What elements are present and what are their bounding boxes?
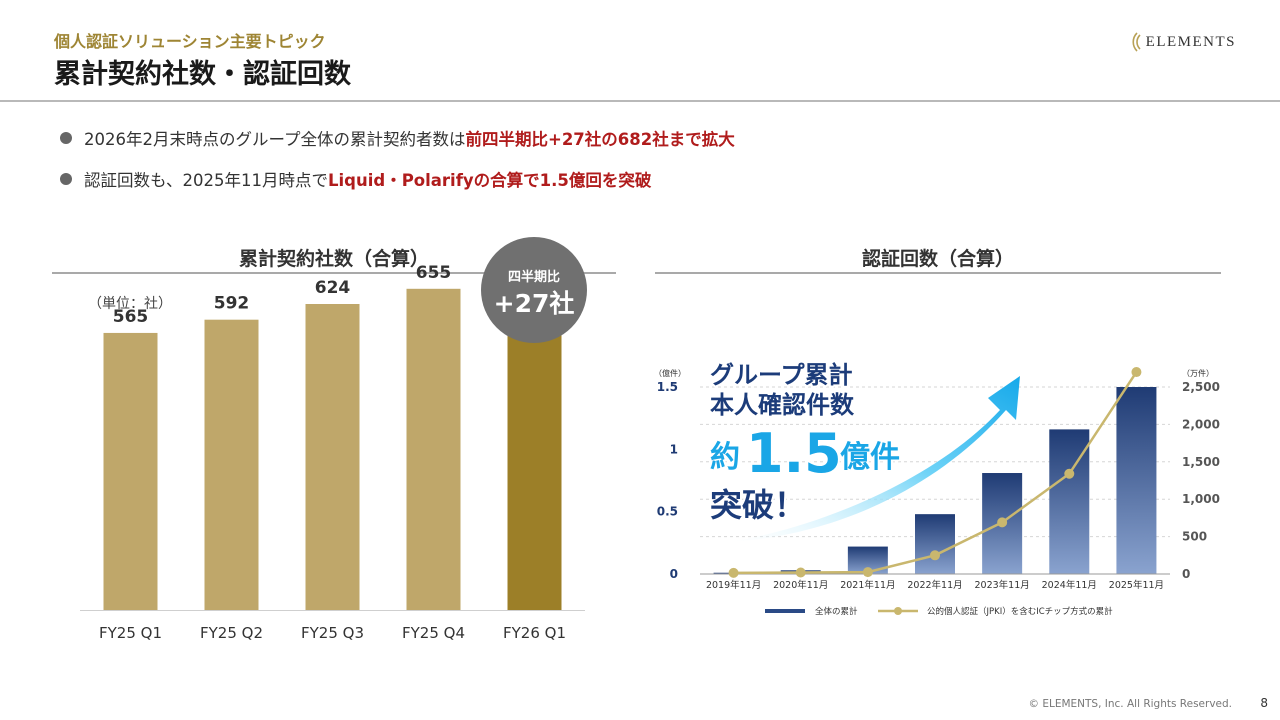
- bullet-highlight: 前四半期比+27社の682社まで拡大: [465, 130, 735, 149]
- badge-value: +27社: [493, 289, 575, 318]
- y-left-tick-label: 0: [670, 567, 678, 581]
- header-divider: [0, 100, 1280, 102]
- jpki-point: [795, 567, 806, 578]
- y-left-tick-label: 0.5: [657, 505, 678, 519]
- header-subtitle: 個人認証ソリューション主要トピック: [54, 32, 326, 51]
- right-section-title: 認証回数（合算）: [861, 248, 1014, 270]
- bar-value-label: 592: [214, 294, 250, 314]
- legend-label-line: 公的個人認証（JPKI）を含むICチップ方式の累計: [927, 606, 1113, 617]
- badge-label: 四半期比: [507, 270, 560, 285]
- legend-marker-line: [894, 607, 902, 615]
- bullet-text: 2026年2月末時点のグループ全体の累計契約者数は: [84, 130, 466, 149]
- bullet-highlight: Liquid・Polarifyの合算で1.5億回を突破: [328, 171, 652, 190]
- chart-legend: 全体の累計 公的個人認証（JPKI）を含むICチップ方式の累計: [765, 606, 1113, 617]
- y-left-tick-label: 1.5: [657, 380, 678, 394]
- bullet-list: 2026年2月末時点のグループ全体の累計契約者数は 前四半期比+27社の682社…: [60, 127, 735, 209]
- quarter-growth-badge: 四半期比 +27社: [481, 237, 587, 343]
- bar-value-label: 565: [113, 307, 149, 327]
- annotation-suffix: 億件: [840, 440, 900, 475]
- jpki-point: [862, 567, 873, 578]
- y-right-tick-label: 1,000: [1182, 492, 1220, 506]
- bullet-dot-icon: [60, 173, 72, 185]
- copyright: © ELEMENTS, Inc. All Rights Reserved.: [1028, 698, 1232, 710]
- jpki-point: [1064, 468, 1075, 479]
- y-right-unit: （万件）: [1182, 368, 1214, 378]
- y-left-unit: （億件）: [654, 368, 686, 378]
- annotation-line2: 本人確認件数: [710, 391, 855, 419]
- bar-value-label: 655: [416, 263, 452, 283]
- x-tick-label: 2023年11月: [975, 579, 1030, 591]
- x-tick-label: 2024年11月: [1042, 579, 1097, 591]
- contracts-bar-chart: 565 FY25 Q1 592 FY25 Q2 624 FY25 Q3 655 FY25 Q4…: [80, 246, 585, 642]
- annotation-line1: グループ累計: [710, 361, 853, 389]
- bar-value-label: 624: [315, 278, 351, 298]
- y-right-tick-label: 0: [1182, 567, 1190, 581]
- logo-mark-icon: [1132, 32, 1141, 52]
- left-section-title: 累計契約社数（合算）: [238, 248, 429, 270]
- auth-bar: [915, 514, 955, 574]
- jpki-point: [1131, 367, 1142, 378]
- x-tick-label: 2019年11月: [706, 579, 761, 591]
- y-left-tick-label: 1: [670, 442, 678, 456]
- bullet-text: 認証回数も、2025年11月時点で: [84, 171, 328, 190]
- page-title: 累計契約社数・認証回数: [54, 59, 351, 90]
- x-tick-label: 2020年11月: [773, 579, 828, 591]
- x-tick-label: 2022年11月: [907, 579, 962, 591]
- x-tick-label: FY25 Q1: [99, 624, 162, 642]
- bar-fy25-q4: [406, 288, 461, 610]
- x-tick-label: FY25 Q3: [301, 624, 364, 642]
- right-section-divider: [655, 272, 1221, 274]
- logo-text: ELEMENTS: [1145, 33, 1236, 50]
- x-tick-label: FY25 Q2: [200, 624, 263, 642]
- jpki-point: [997, 517, 1008, 528]
- bar-fy25-q2: [204, 319, 259, 610]
- jpki-point: [728, 567, 739, 578]
- annotation-number: 1.5: [746, 422, 842, 485]
- y-right-tick-label: 2,000: [1182, 417, 1220, 431]
- unit-label: （単位：社）: [88, 296, 172, 312]
- x-tick-label: FY25 Q4: [402, 624, 465, 642]
- bar-fy25-q1: [103, 332, 158, 610]
- bullet-item: 認証回数も、2025年11月時点で Liquid・Polarifyの合算で1.5…: [60, 168, 735, 190]
- jpki-point: [930, 550, 940, 561]
- auth-count-chart: 0 500 1,000 1,500 2,000 2,500 0 0.5 1 1.5 （億件） （万件）…: [654, 359, 1220, 617]
- page-number: 8: [1260, 696, 1268, 710]
- y-right-tick-label: 1,500: [1182, 455, 1220, 469]
- x-tick-label: 2025年11月: [1109, 579, 1164, 591]
- x-tick-label: 2021年11月: [840, 579, 895, 591]
- auth-bar: [1116, 387, 1157, 574]
- legend-label-bar: 全体の累計: [815, 606, 858, 617]
- annotation-line4: 突破！: [710, 486, 806, 524]
- logo: ELEMENTS: [1130, 32, 1236, 52]
- bullet-dot-icon: [60, 132, 72, 144]
- y-right-tick-label: 500: [1182, 530, 1207, 544]
- y-right-tick-label: 2,500: [1182, 380, 1220, 394]
- x-tick-label: FY26 Q1: [503, 624, 566, 642]
- bullet-item: 2026年2月末時点のグループ全体の累計契約者数は 前四半期比+27社の682社…: [60, 127, 735, 149]
- annotation-prefix: 約: [710, 440, 740, 475]
- left-section-divider: [52, 272, 616, 274]
- bar-fy25-q3: [305, 304, 360, 610]
